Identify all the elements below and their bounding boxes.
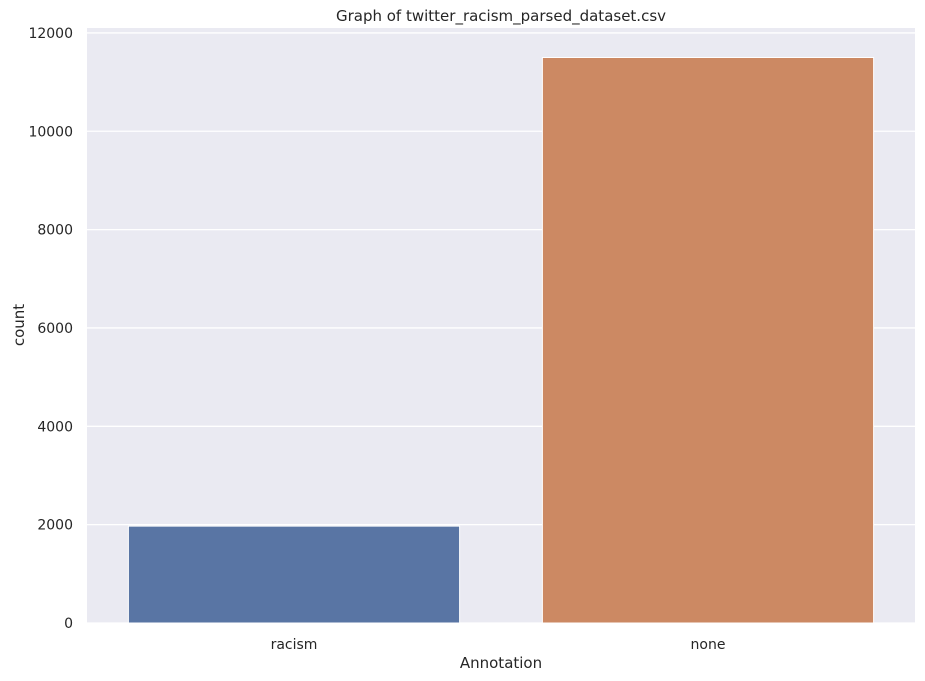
y-axis-ticks: 0 2000 4000 6000 8000 10000 12000 bbox=[28, 26, 73, 632]
bars bbox=[127, 57, 875, 624]
y-axis-label: count bbox=[10, 304, 28, 346]
x-axis-ticks: racism none bbox=[271, 637, 726, 653]
y-tick-label: 2000 bbox=[37, 518, 73, 534]
chart-title: Graph of twitter_racism_parsed_dataset.c… bbox=[336, 7, 666, 26]
x-axis-label: Annotation bbox=[460, 654, 542, 672]
y-tick-label: 10000 bbox=[28, 124, 73, 140]
x-tick-label: racism bbox=[271, 637, 318, 653]
y-tick-label: 8000 bbox=[37, 223, 73, 239]
bar-none bbox=[541, 57, 875, 624]
y-tick-label: 4000 bbox=[37, 419, 73, 435]
y-tick-label: 6000 bbox=[37, 321, 73, 337]
y-tick-label: 12000 bbox=[28, 26, 73, 42]
x-tick-label: none bbox=[691, 637, 726, 653]
bar-racism bbox=[127, 525, 461, 624]
y-tick-label: 0 bbox=[64, 616, 73, 632]
